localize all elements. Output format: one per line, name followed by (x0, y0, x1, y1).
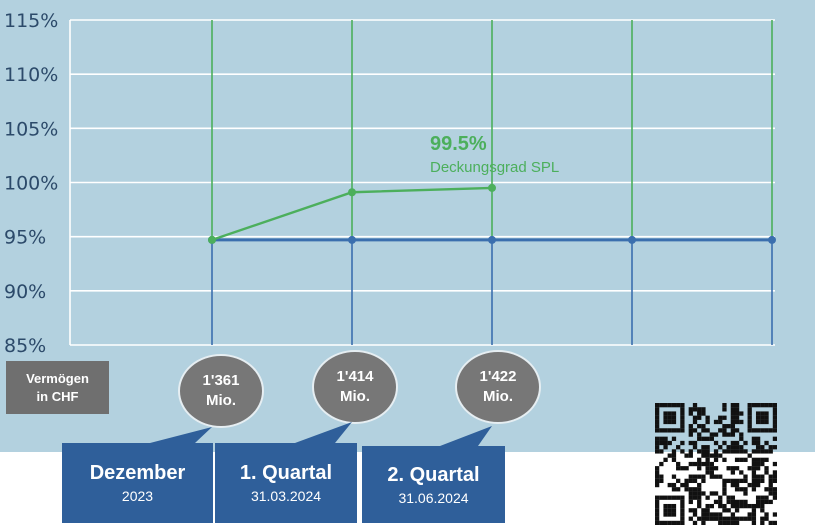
baseline-point (488, 235, 496, 244)
deckungsgrad-point (488, 183, 496, 192)
annotation-label: Deckungsgrad SPL (430, 159, 559, 176)
qr-code-icon (655, 403, 777, 525)
deckungsgrad-point (208, 235, 216, 244)
asset-amount: 1'422 (479, 368, 517, 385)
period-subtitle: 31.03.2024 (250, 488, 322, 504)
asset-label: Vermögen in CHF (6, 361, 109, 414)
baseline-point (348, 235, 356, 244)
deckungsgrad-point (348, 188, 356, 197)
asset-amount: 1'361 (202, 372, 240, 389)
period-title: 1. Quartal (239, 462, 333, 484)
period-box-dec-2023: Dezember 2023 (62, 443, 213, 523)
asset-label-line-2: in CHF (36, 388, 79, 404)
baseline-point (768, 235, 776, 244)
y-tick-label: 115% (4, 10, 58, 32)
y-tick-label: 90% (4, 281, 46, 303)
baseline-point (628, 235, 636, 244)
chart-background (0, 0, 815, 452)
asset-unit: Mio. (483, 388, 513, 405)
y-tick-label: 105% (4, 118, 58, 140)
y-tick-label: 100% (4, 173, 58, 195)
annotation-value: 99.5% (430, 133, 487, 155)
asset-unit: Mio. (206, 392, 236, 409)
period-box-q2-2024: 2. Quartal 31.06.2024 (362, 446, 505, 523)
asset-bubble-q2-2024: 1'422 Mio. (455, 350, 541, 424)
asset-label-line-1: Vermögen (26, 370, 89, 386)
y-tick-label: 85% (4, 335, 46, 357)
asset-bubble-dec-2023: 1'361 Mio. (178, 354, 264, 428)
asset-unit: Mio. (340, 388, 370, 405)
period-box-q1-2024: 1. Quartal 31.03.2024 (215, 443, 357, 523)
y-tick-label: 95% (4, 227, 46, 249)
asset-amount: 1'414 (336, 368, 374, 385)
period-subtitle: 2023 (121, 488, 154, 504)
asset-bubble-q1-2024: 1'414 Mio. (312, 350, 398, 424)
coverage-chart: 115% 110% 105% 100% 95% 90% 85% 99.5% Deckungsgr… (4, 10, 776, 357)
y-tick-label: 110% (4, 64, 58, 86)
period-title: Dezember (89, 462, 186, 484)
period-title: 2. Quartal (387, 463, 480, 486)
period-subtitle: 31.06.2024 (398, 489, 469, 506)
